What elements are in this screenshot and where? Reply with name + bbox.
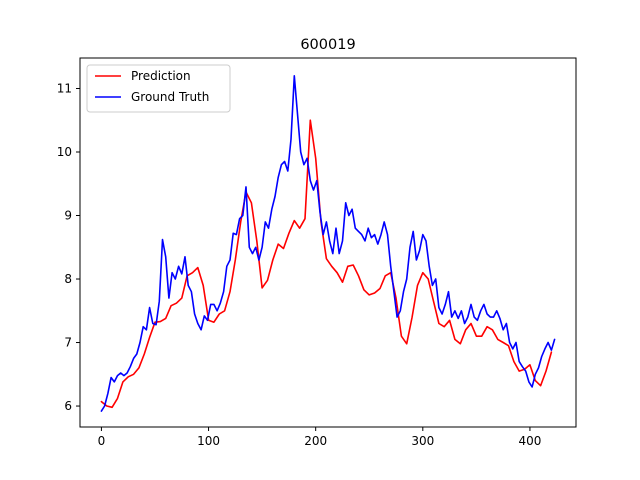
plot-series bbox=[100, 75, 556, 412]
legend: Prediction Ground Truth bbox=[86, 64, 231, 113]
y-tick-label: 8 bbox=[64, 272, 72, 286]
legend-box bbox=[86, 64, 231, 113]
y-tick-label: 7 bbox=[64, 336, 72, 350]
axes-frame bbox=[79, 57, 577, 428]
x-tick-label: 200 bbox=[304, 434, 327, 448]
y-tick-label: 9 bbox=[64, 209, 72, 223]
y-tick-label: 6 bbox=[64, 399, 72, 413]
legend-label: Prediction bbox=[131, 69, 191, 83]
axes: 0 100 200 300 400 6 7 8 9 10 11 bbox=[57, 57, 577, 448]
series-line-prediction bbox=[100, 119, 553, 409]
chart-title: 600019 bbox=[300, 37, 355, 53]
x-tick-label: 100 bbox=[197, 434, 220, 448]
series-line-ground-truth bbox=[100, 75, 556, 412]
x-tick-label: 300 bbox=[411, 434, 434, 448]
x-tick-label: 0 bbox=[98, 434, 106, 448]
legend-label: Ground Truth bbox=[131, 90, 209, 104]
y-tick-label: 11 bbox=[57, 81, 72, 95]
x-tick-label: 400 bbox=[518, 434, 541, 448]
y-tick-label: 10 bbox=[57, 145, 72, 159]
